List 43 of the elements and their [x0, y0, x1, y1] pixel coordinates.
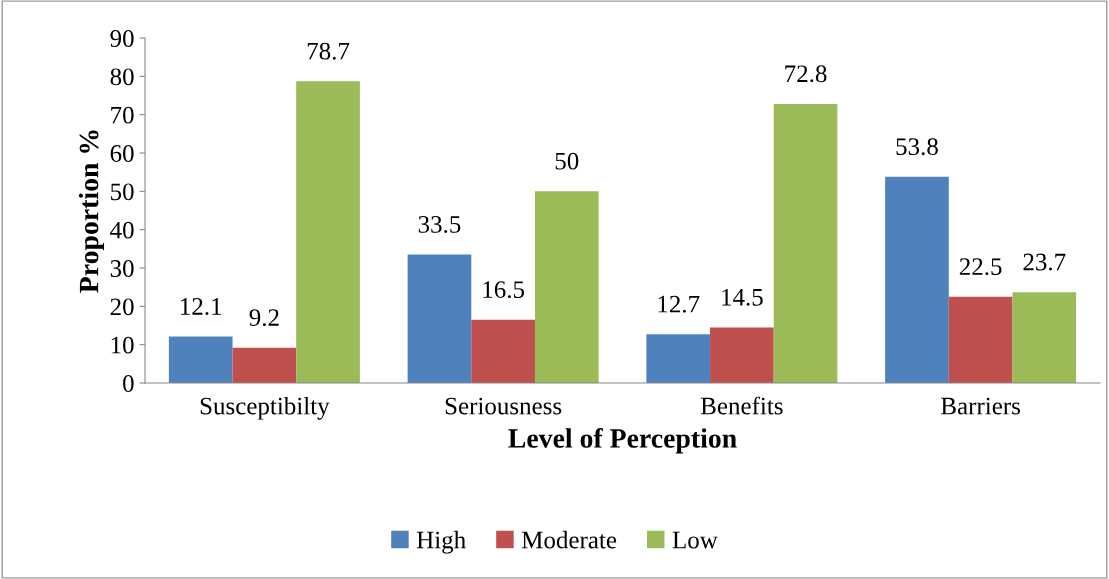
x-axis-title: Level of Perception — [508, 427, 737, 454]
data-label: 16.5 — [483, 281, 525, 299]
y-tick-label: 0 — [123, 375, 134, 392]
data-label: 22.5 — [959, 258, 1002, 276]
y-tick-label: 60 — [110, 145, 134, 162]
bar — [534, 191, 599, 383]
y-tick-label: 80 — [110, 68, 134, 86]
bar — [885, 176, 949, 383]
data-label: 53.8 — [896, 138, 938, 156]
legend-label: High — [416, 530, 466, 554]
y-tick-label: 40 — [110, 221, 134, 239]
data-label: 23.7 — [1023, 253, 1066, 271]
data-label: 12.1 — [181, 298, 222, 315]
bar — [471, 319, 535, 383]
x-tick-label: Seriousness — [445, 397, 562, 415]
bar — [646, 334, 711, 383]
x-tick-label: Barriers — [941, 397, 1020, 415]
x-tick-label: Susceptibilty — [200, 396, 330, 420]
y-tick-label: 90 — [110, 30, 134, 47]
y-tick-label: 30 — [110, 260, 134, 277]
data-label: 14.5 — [722, 288, 763, 306]
y-tick-label: 70 — [111, 106, 134, 124]
y-tick-label: 50 — [111, 183, 134, 201]
legend-label: Low — [672, 531, 718, 549]
y-tick-label: 20 — [110, 298, 134, 316]
bar — [948, 296, 1013, 383]
legend-label: Moderate — [521, 530, 617, 549]
data-label: 78.7 — [307, 42, 350, 60]
data-label: 33.5 — [418, 216, 461, 233]
data-label: 50 — [555, 152, 579, 170]
bar — [773, 103, 838, 383]
x-tick-label: Benefits — [700, 396, 783, 415]
y-tick-label: 10 — [111, 336, 134, 354]
data-label: 72.8 — [785, 65, 827, 83]
bar — [710, 327, 774, 383]
data-label: 12.7 — [658, 295, 700, 313]
bar — [1012, 292, 1077, 383]
bar — [232, 347, 297, 383]
bar — [168, 336, 233, 383]
y-axis-title: Proportion % — [78, 130, 105, 293]
data-label: 9.2 — [249, 309, 279, 327]
bar — [407, 254, 472, 383]
bar — [296, 81, 360, 383]
